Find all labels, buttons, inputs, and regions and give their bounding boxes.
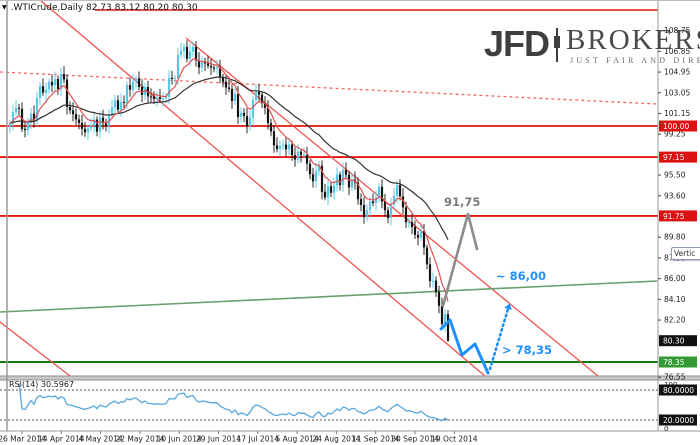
svg-text:0: 0 bbox=[664, 425, 668, 433]
pullback-arrow[interactable] bbox=[441, 212, 479, 308]
projection-arrow[interactable] bbox=[488, 303, 512, 371]
y-axis[interactable]: 108.75 106.85 104.95 103.05 101.15 99.25 95.50… bbox=[658, 26, 697, 433]
horizontal-level-lines[interactable] bbox=[0, 125, 658, 363]
low-target-label[interactable]: > 78,35 bbox=[502, 343, 553, 357]
projection-zigzag[interactable] bbox=[439, 318, 490, 375]
svg-text:93.60: 93.60 bbox=[664, 191, 686, 200]
svg-text:97.15: 97.15 bbox=[663, 153, 685, 162]
svg-text:20.0000: 20.0000 bbox=[663, 416, 694, 425]
candlesticks[interactable] bbox=[8, 40, 450, 342]
svg-text:100.00: 100.00 bbox=[663, 122, 689, 131]
logo-tagline-text: JUST FAIR AND DIRECT bbox=[570, 56, 700, 65]
svg-text:104.95: 104.95 bbox=[664, 68, 690, 77]
svg-text:22 May 2014: 22 May 2014 bbox=[115, 435, 164, 444]
chart-title-bar: ▼ .WTICrude,Daily 82.73 83.12 80.20 80.30 bbox=[2, 3, 198, 13]
rising-support-green bbox=[0, 280, 658, 313]
mid-target-label[interactable]: ~ 86,00 bbox=[496, 269, 547, 283]
svg-text:84.10: 84.10 bbox=[664, 295, 686, 304]
old-trendline bbox=[0, 321, 71, 377]
logo-candle-icon bbox=[554, 28, 561, 62]
svg-text:29 Jun 2014: 29 Jun 2014 bbox=[196, 435, 241, 444]
svg-text:103.05: 103.05 bbox=[664, 88, 690, 97]
channel-lower bbox=[39, 0, 486, 377]
svg-text:82.20: 82.20 bbox=[664, 316, 686, 325]
svg-text:14 Apr 2014: 14 Apr 2014 bbox=[38, 435, 85, 444]
svg-text:106.85: 106.85 bbox=[664, 47, 690, 56]
svg-text:89.80: 89.80 bbox=[664, 233, 686, 242]
jfd-brokers-logo: JFD BROKERS JUST FAIR AND DIRECT bbox=[484, 23, 700, 66]
svg-text:19 Oct 2014: 19 Oct 2014 bbox=[431, 435, 478, 444]
symbol-ohlc-title: .WTICrude,Daily 82.73 83.12 80.20 80.30 bbox=[10, 3, 198, 13]
svg-text:99.25: 99.25 bbox=[664, 130, 686, 139]
symbol-dropdown-icon[interactable]: ▼ bbox=[2, 4, 7, 11]
svg-text:86.00: 86.00 bbox=[664, 274, 686, 283]
svg-text:17 Jul 2014: 17 Jul 2014 bbox=[237, 435, 280, 444]
object-tooltip: Vertic bbox=[671, 247, 700, 260]
svg-text:108.75: 108.75 bbox=[664, 26, 690, 35]
pullback-target-label[interactable]: 91,75 bbox=[444, 195, 481, 209]
svg-text:30 Sep 2014: 30 Sep 2014 bbox=[391, 435, 439, 444]
dashed-descending-line bbox=[0, 71, 658, 105]
logo-jfd-text: JFD bbox=[484, 23, 550, 64]
svg-text:80.30: 80.30 bbox=[663, 337, 685, 346]
rsi-pane[interactable] bbox=[0, 382, 658, 422]
svg-text:76.55: 76.55 bbox=[664, 373, 686, 382]
logo-brokers-text: BROKERS bbox=[566, 24, 700, 56]
svg-text:80.0000: 80.0000 bbox=[663, 386, 694, 395]
svg-text:5 Aug 2014: 5 Aug 2014 bbox=[275, 435, 318, 444]
svg-text:11 Sep 2014: 11 Sep 2014 bbox=[352, 435, 400, 444]
svg-text:101.15: 101.15 bbox=[664, 109, 690, 118]
svg-text:26 Mar 2014: 26 Mar 2014 bbox=[0, 435, 46, 444]
rsi-indicator-label: RSI(14) 30.5967 bbox=[9, 380, 75, 389]
svg-text:10 Jun 2014: 10 Jun 2014 bbox=[157, 435, 202, 444]
svg-text:91.75: 91.75 bbox=[663, 212, 685, 221]
svg-text:78.35: 78.35 bbox=[663, 358, 685, 367]
svg-text:95.50: 95.50 bbox=[664, 171, 686, 180]
svg-text:24 Aug 2014: 24 Aug 2014 bbox=[312, 435, 360, 444]
svg-text:4 May 2014: 4 May 2014 bbox=[79, 435, 123, 444]
fast-ma-line bbox=[9, 58, 449, 302]
